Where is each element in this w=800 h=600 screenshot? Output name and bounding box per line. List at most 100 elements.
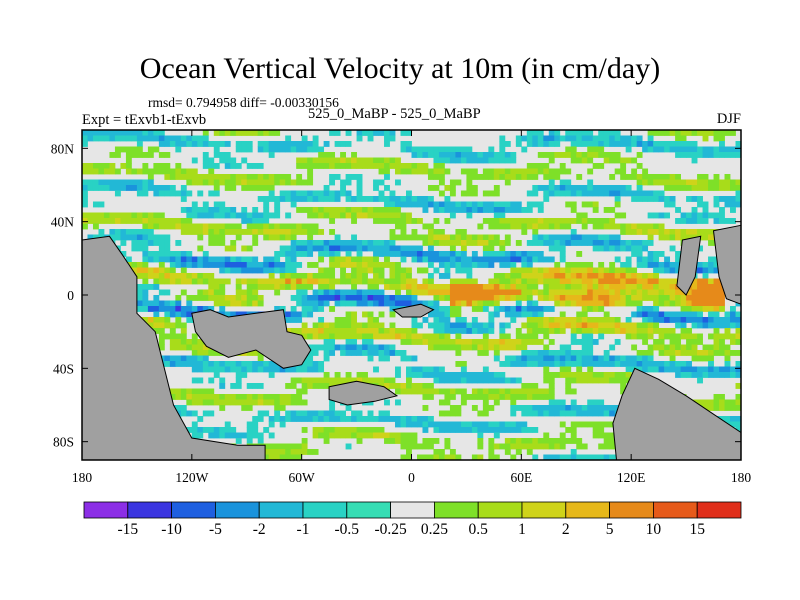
field-cell <box>587 317 594 323</box>
field-cell <box>158 262 165 268</box>
field-cell <box>246 174 253 180</box>
field-cell <box>312 377 319 384</box>
field-cell <box>680 333 687 340</box>
field-cell <box>406 146 412 153</box>
field-cell <box>384 438 390 444</box>
field-cell <box>620 328 627 334</box>
field-cell <box>175 273 182 279</box>
field-cell <box>345 344 352 351</box>
field-cell <box>691 141 698 147</box>
field-cell <box>180 168 187 175</box>
field-cell <box>285 399 292 406</box>
field-cell <box>548 443 555 450</box>
field-cell <box>356 328 363 334</box>
field-cell <box>345 405 352 411</box>
field-cell <box>406 234 412 241</box>
field-cell <box>433 449 440 455</box>
field-cell <box>175 311 182 318</box>
field-cell <box>202 273 209 279</box>
field-cell <box>620 361 627 367</box>
field-cell <box>576 361 583 367</box>
field-cell <box>482 372 489 378</box>
field-cell <box>329 251 336 257</box>
field-cell <box>246 278 253 285</box>
field-cell <box>636 322 643 329</box>
field-cell <box>208 432 215 439</box>
field-cell <box>307 284 314 290</box>
field-cell <box>521 339 528 345</box>
field-cell <box>581 289 588 296</box>
field-cell <box>290 179 297 186</box>
field-cell <box>169 322 176 329</box>
field-cell <box>323 185 330 191</box>
field-cell <box>389 377 396 384</box>
field-cell <box>301 146 308 153</box>
field-cell <box>395 163 401 169</box>
field-cell <box>252 366 259 373</box>
field-cell <box>395 223 401 230</box>
field-cell <box>329 229 336 235</box>
field-cell <box>334 163 341 169</box>
field-cell <box>471 284 478 290</box>
field-cell <box>296 284 303 290</box>
field-cell <box>554 152 561 158</box>
field-cell <box>180 388 187 395</box>
field-cell <box>631 157 638 164</box>
field-cell <box>724 355 731 362</box>
field-cell <box>395 328 401 334</box>
field-cell <box>537 322 544 329</box>
colorbar-box <box>565 501 610 519</box>
field-cell <box>554 223 561 230</box>
field-cell <box>153 273 160 279</box>
field-cell <box>719 289 725 296</box>
field-cell <box>455 284 462 290</box>
field-cell <box>559 278 566 285</box>
field-cell <box>186 427 193 433</box>
field-cell <box>191 333 198 340</box>
field-cell <box>504 240 511 246</box>
field-cell <box>351 284 357 290</box>
field-cell <box>169 394 176 400</box>
field-cell <box>301 284 308 290</box>
field-cell <box>559 410 566 417</box>
field-cell <box>411 278 418 285</box>
field-cell <box>378 355 385 362</box>
field-cell <box>614 377 621 384</box>
field-cell <box>532 322 539 329</box>
field-cell <box>224 141 231 147</box>
field-cell <box>427 344 434 351</box>
field-cell <box>202 262 209 268</box>
field-cell <box>636 174 643 180</box>
field-cell <box>296 399 303 406</box>
field-cell <box>389 416 396 422</box>
field-cell <box>548 410 555 417</box>
field-cell <box>164 256 171 263</box>
field-cell <box>713 146 720 153</box>
field-cell <box>312 416 319 422</box>
field-cell <box>460 256 467 263</box>
field-cell <box>609 438 616 444</box>
field-cell <box>356 196 363 202</box>
field-cell <box>202 229 209 235</box>
field-cell <box>351 267 357 274</box>
field-cell <box>702 229 709 235</box>
field-cell <box>268 229 275 235</box>
field-cell <box>537 405 544 411</box>
field-cell <box>274 416 281 422</box>
field-cell <box>241 366 248 373</box>
field-cell <box>713 179 720 186</box>
field-cell <box>548 190 555 197</box>
field-cell <box>587 399 594 406</box>
field-cell <box>147 273 154 279</box>
field-cell <box>241 130 248 136</box>
field-cell <box>576 218 583 224</box>
field-cell <box>532 333 539 340</box>
field-cell <box>395 333 401 340</box>
field-cell <box>565 273 572 279</box>
field-cell <box>444 454 451 461</box>
field-cell <box>285 190 292 197</box>
field-cell <box>697 174 703 180</box>
field-cell <box>202 427 209 433</box>
field-cell <box>620 388 627 395</box>
field-cell <box>433 344 440 351</box>
